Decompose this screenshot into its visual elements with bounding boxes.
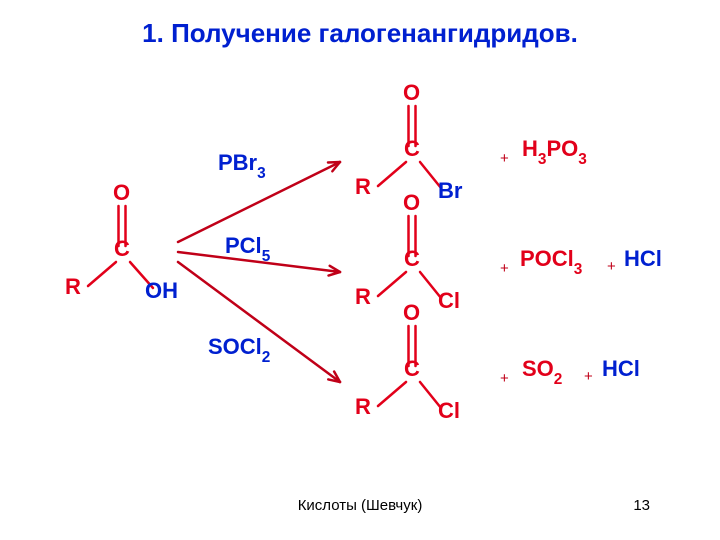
p1-O: O: [403, 80, 420, 106]
reagent-2-sub: 5: [262, 248, 271, 265]
reagent-1-sub: 3: [257, 165, 266, 182]
page-number: 13: [633, 497, 650, 514]
reagent-2: PCl5: [225, 233, 270, 263]
reagent-1-base: PBr: [218, 150, 257, 175]
plus-3: +: [500, 370, 509, 387]
byprod1-po: PO: [546, 136, 578, 161]
reagent-3-base: SOCl: [208, 334, 262, 359]
p3-R: R: [355, 394, 371, 420]
p1-Br: Br: [438, 178, 462, 204]
atom-C-start: C: [114, 236, 130, 262]
p1-R: R: [355, 174, 371, 200]
byproduct-2b: HCl: [624, 246, 662, 272]
reagent-3: SOCl2: [208, 334, 270, 364]
byprod2a-sub: 3: [574, 261, 583, 278]
plus-1: +: [500, 150, 509, 167]
byprod3a-sub: 2: [554, 371, 563, 388]
byprod3a-base: SO: [522, 356, 554, 381]
atom-R-start: R: [65, 274, 81, 300]
byprod1-s2: 3: [578, 151, 587, 168]
byprod2a-base: POCl: [520, 246, 574, 271]
reagent-3-sub: 2: [262, 349, 271, 366]
p2-Cl: Cl: [438, 288, 460, 314]
p2-O: O: [403, 190, 420, 216]
byproduct-3b: HCl: [602, 356, 640, 382]
atom-OH-start: OH: [145, 278, 178, 304]
footer-text: Кислоты (Шевчук): [0, 497, 720, 514]
byproduct-1: H3PO3: [522, 136, 587, 166]
p1-C: C: [404, 136, 420, 162]
byproduct-3a: SO2: [522, 356, 562, 386]
p2-C: C: [404, 246, 420, 272]
p3-Cl: Cl: [438, 398, 460, 424]
p3-C: C: [404, 356, 420, 382]
plus-2: +: [500, 260, 509, 277]
p3-O: O: [403, 300, 420, 326]
byprod1-h: H: [522, 136, 538, 161]
plus-2b: +: [607, 258, 616, 275]
atom-O-start: O: [113, 180, 130, 206]
plus-3b: +: [584, 368, 593, 385]
reagent-2-base: PCl: [225, 233, 262, 258]
p2-R: R: [355, 284, 371, 310]
reagent-1: PBr3: [218, 150, 266, 180]
byprod1-s1: 3: [538, 151, 547, 168]
byproduct-2a: POCl3: [520, 246, 582, 276]
